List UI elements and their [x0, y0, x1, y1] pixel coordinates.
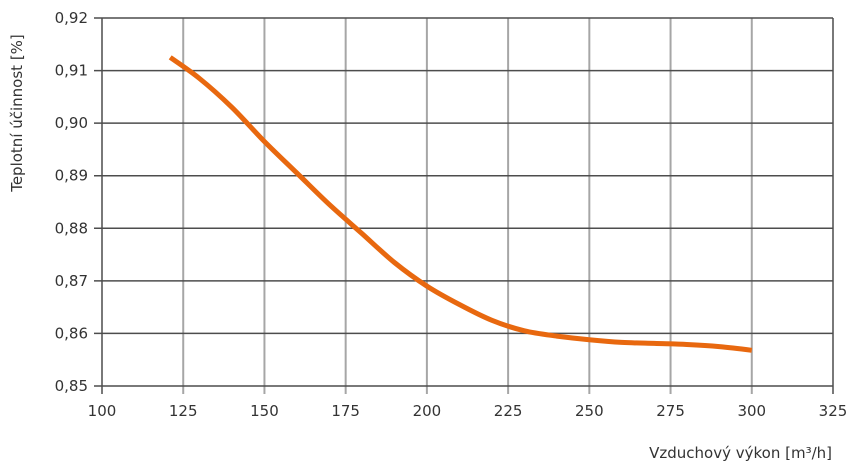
plot-frame: [94, 17, 834, 394]
y-tick-labels: 0,85 0,86 0,87 0,88 0,89 0,90 0,91 0,92: [55, 9, 88, 395]
y-tick-label: 0,88: [55, 219, 88, 237]
series-layer: [168, 55, 753, 353]
x-tick-labels: 100 125 150 175 200 225 250 275 300 325: [88, 402, 848, 420]
y-tick-label: 0,91: [55, 62, 88, 80]
y-tick-label: 0,92: [55, 9, 88, 27]
x-tick-label: 150: [250, 402, 279, 420]
x-tick-label: 225: [494, 402, 523, 420]
x-tick-label: 125: [169, 402, 198, 420]
x-tick-label: 300: [737, 402, 766, 420]
x-tick-label: 175: [331, 402, 360, 420]
grid: [94, 18, 833, 394]
series-line-0: [168, 55, 753, 353]
x-axis-label: Vzduchový výkon [m³/h]: [649, 444, 832, 462]
y-axis-label: Teplotní účinnost [%]: [8, 34, 26, 193]
x-tick-label: 250: [575, 402, 604, 420]
x-tick-label: 200: [413, 402, 442, 420]
y-tick-label: 0,89: [55, 167, 88, 185]
x-tick-label: 100: [88, 402, 117, 420]
y-tick-label: 0,90: [55, 114, 88, 132]
y-tick-label: 0,87: [55, 272, 88, 290]
y-tick-label: 0,85: [55, 377, 88, 395]
x-tick-label: 275: [656, 402, 685, 420]
y-tick-label: 0,86: [55, 324, 88, 342]
x-tick-label: 325: [819, 402, 848, 420]
